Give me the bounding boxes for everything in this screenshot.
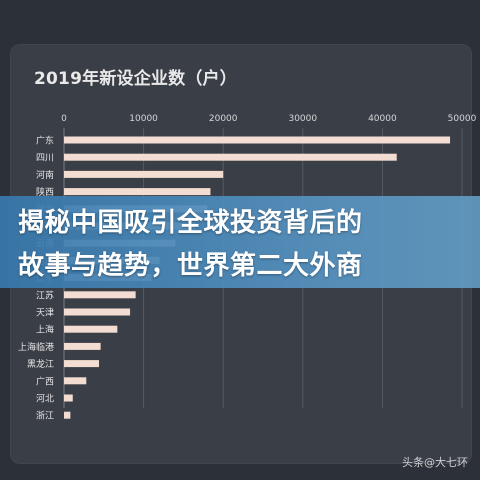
category-label: 上海 xyxy=(36,324,54,336)
bar xyxy=(64,377,87,385)
bar xyxy=(64,170,224,178)
bar xyxy=(64,342,101,350)
category-label: 广西 xyxy=(36,375,54,387)
category-label: 广东 xyxy=(36,135,54,147)
bar xyxy=(64,325,118,333)
category-label: 天津 xyxy=(36,308,54,319)
chart-title: 2019年新设企业数（户） xyxy=(34,69,237,89)
x-tick-label: 20000 xyxy=(209,114,238,124)
bar xyxy=(64,394,73,402)
bar xyxy=(64,136,451,144)
category-label: 河北 xyxy=(36,393,54,405)
category-label: 四川 xyxy=(36,154,54,164)
category-label: 上海临港 xyxy=(18,341,54,353)
headline-banner xyxy=(0,196,480,288)
x-tick-label: 40000 xyxy=(368,114,397,124)
category-label: 浙江 xyxy=(36,410,54,422)
category-label: 河南 xyxy=(36,169,54,181)
headline-line-1: 揭秘中国吸引全球投资背后的 xyxy=(18,208,363,238)
bar xyxy=(64,308,131,316)
category-label: 陕西 xyxy=(36,186,54,198)
x-tick-label: 30000 xyxy=(288,114,317,124)
bar xyxy=(64,153,397,161)
x-tick-label: 0 xyxy=(61,114,67,124)
bar xyxy=(64,411,71,419)
category-label: 江苏 xyxy=(36,289,54,301)
headline-line-2: 故事与趋势，世界第二大外商 xyxy=(18,251,363,281)
bar xyxy=(64,360,100,368)
bar xyxy=(64,188,211,196)
bar xyxy=(64,291,136,299)
x-tick-label: 50000 xyxy=(448,114,477,124)
category-label: 黑龙江 xyxy=(27,358,54,370)
source-watermark: 头条@大七环 xyxy=(402,456,468,469)
x-tick-label: 10000 xyxy=(129,114,158,124)
